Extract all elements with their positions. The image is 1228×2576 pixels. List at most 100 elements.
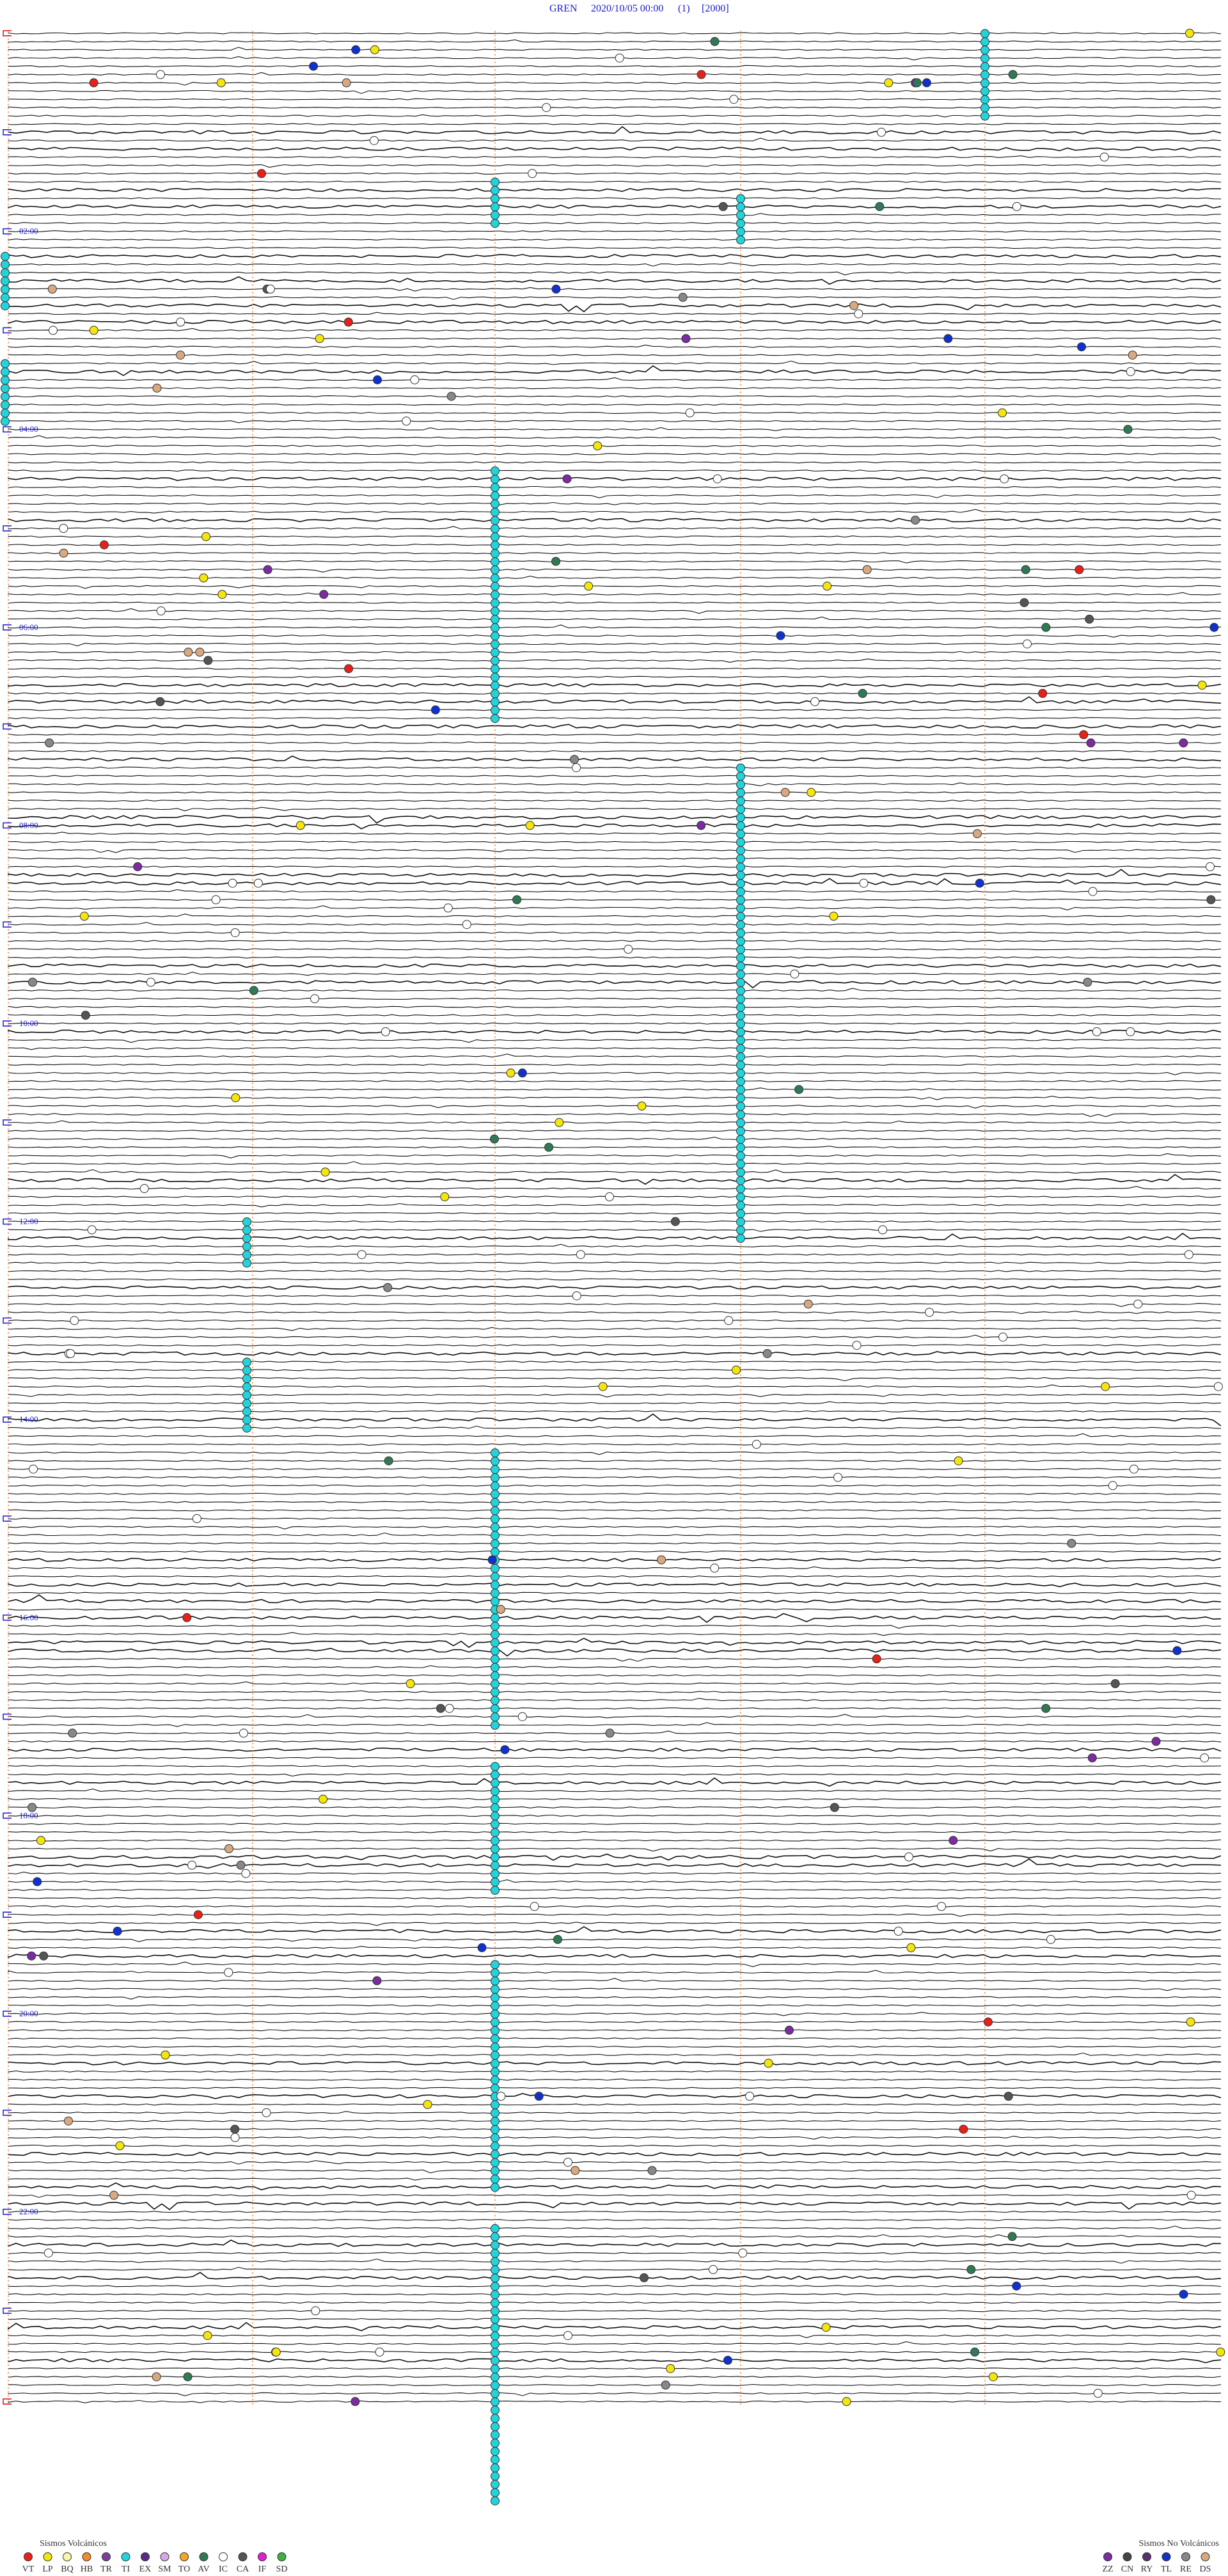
event-marker [249,986,258,995]
event-marker [709,2264,718,2274]
event-marker [239,1728,248,1738]
event-marker [491,2323,500,2332]
event-marker [462,920,471,929]
trace [8,1105,1222,1109]
trace [8,296,1222,300]
trace [8,1228,1222,1232]
trace [8,1647,1222,1657]
trace [8,187,1221,193]
trace [8,1413,1222,1426]
event-marker [109,2190,119,2200]
trace [8,1608,1222,1611]
event-marker [491,2075,500,2085]
hour-marker [3,624,12,631]
event-marker [563,2331,572,2341]
trace [8,1014,1222,1016]
hour-marker [3,525,12,532]
event-marker [736,854,745,864]
event-marker [980,111,989,121]
trace [8,435,1222,441]
event-marker [491,1712,500,1722]
event-marker [563,2158,572,2167]
event-marker [491,532,500,542]
legend-dot [160,2552,169,2561]
event-marker [980,95,989,104]
hour-marker [3,1218,12,1225]
legend-code: HB [81,2564,93,2574]
trace [8,1632,1222,1636]
scale: [2000] [702,3,729,14]
trace [8,544,1222,546]
time-label: 20:00 [19,2009,38,2018]
time-label: 10:00 [19,1018,38,1028]
trace [8,1203,1222,1208]
event-marker [697,70,706,79]
legend-code: IF [258,2564,267,2574]
legend-code: RE [1180,2564,1192,2574]
trace [8,2052,1222,2057]
event-marker [319,1794,328,1804]
trace [8,1509,1222,1512]
trace [8,1096,1222,1100]
event-marker [1184,1250,1193,1260]
event-marker [99,540,109,549]
event-marker [491,664,500,674]
trace [8,2392,1222,2396]
trace [8,2037,1222,2040]
trace [8,1946,1222,1949]
event-marker [736,1167,745,1177]
event-marker [738,2248,748,2258]
event-marker [1,276,10,286]
trace [8,1433,1222,1437]
trace [8,1425,1222,1429]
event-marker [211,895,221,905]
event-marker [980,86,989,96]
event-marker [39,1951,49,1961]
event-marker [593,441,602,450]
trace [8,1047,1222,1050]
trace [8,1344,1221,1347]
trace [8,733,1222,736]
trace [8,1789,1222,1792]
trace [8,905,1222,911]
trace [8,1295,1222,1297]
legend-code: SD [276,2564,288,2574]
event-marker [430,705,440,715]
event-marker [640,2273,649,2282]
event-marker [491,2018,500,2027]
hour-marker [3,2307,12,2314]
event-marker [571,2166,580,2176]
event-marker [491,672,500,682]
event-marker [491,2447,500,2456]
event-marker [81,1011,90,1020]
trace [8,1054,1222,1058]
trace [8,2321,1222,2332]
hour-marker [3,2110,12,2116]
trace [8,2367,1222,2370]
event-marker [736,936,745,946]
event-marker [28,977,37,987]
event-marker [657,1555,666,1565]
trace [8,849,1222,853]
event-marker [854,309,863,319]
trace [8,2341,1222,2345]
event-marker [491,2373,500,2382]
trace [8,155,1222,159]
event-marker [810,697,820,706]
legend-code: TI [122,2564,130,2574]
trace [8,494,1222,498]
trace [8,477,1222,481]
event-marker [878,1225,888,1235]
event-marker [491,648,500,657]
event-marker [736,970,745,979]
event-marker [736,788,745,798]
event-marker [736,1044,745,1054]
event-marker [736,887,745,897]
event-marker [877,127,886,137]
event-marker [491,186,500,195]
event-marker [45,738,54,748]
trace [8,125,1222,135]
trace [8,1674,1222,1677]
trace [8,1526,1222,1529]
